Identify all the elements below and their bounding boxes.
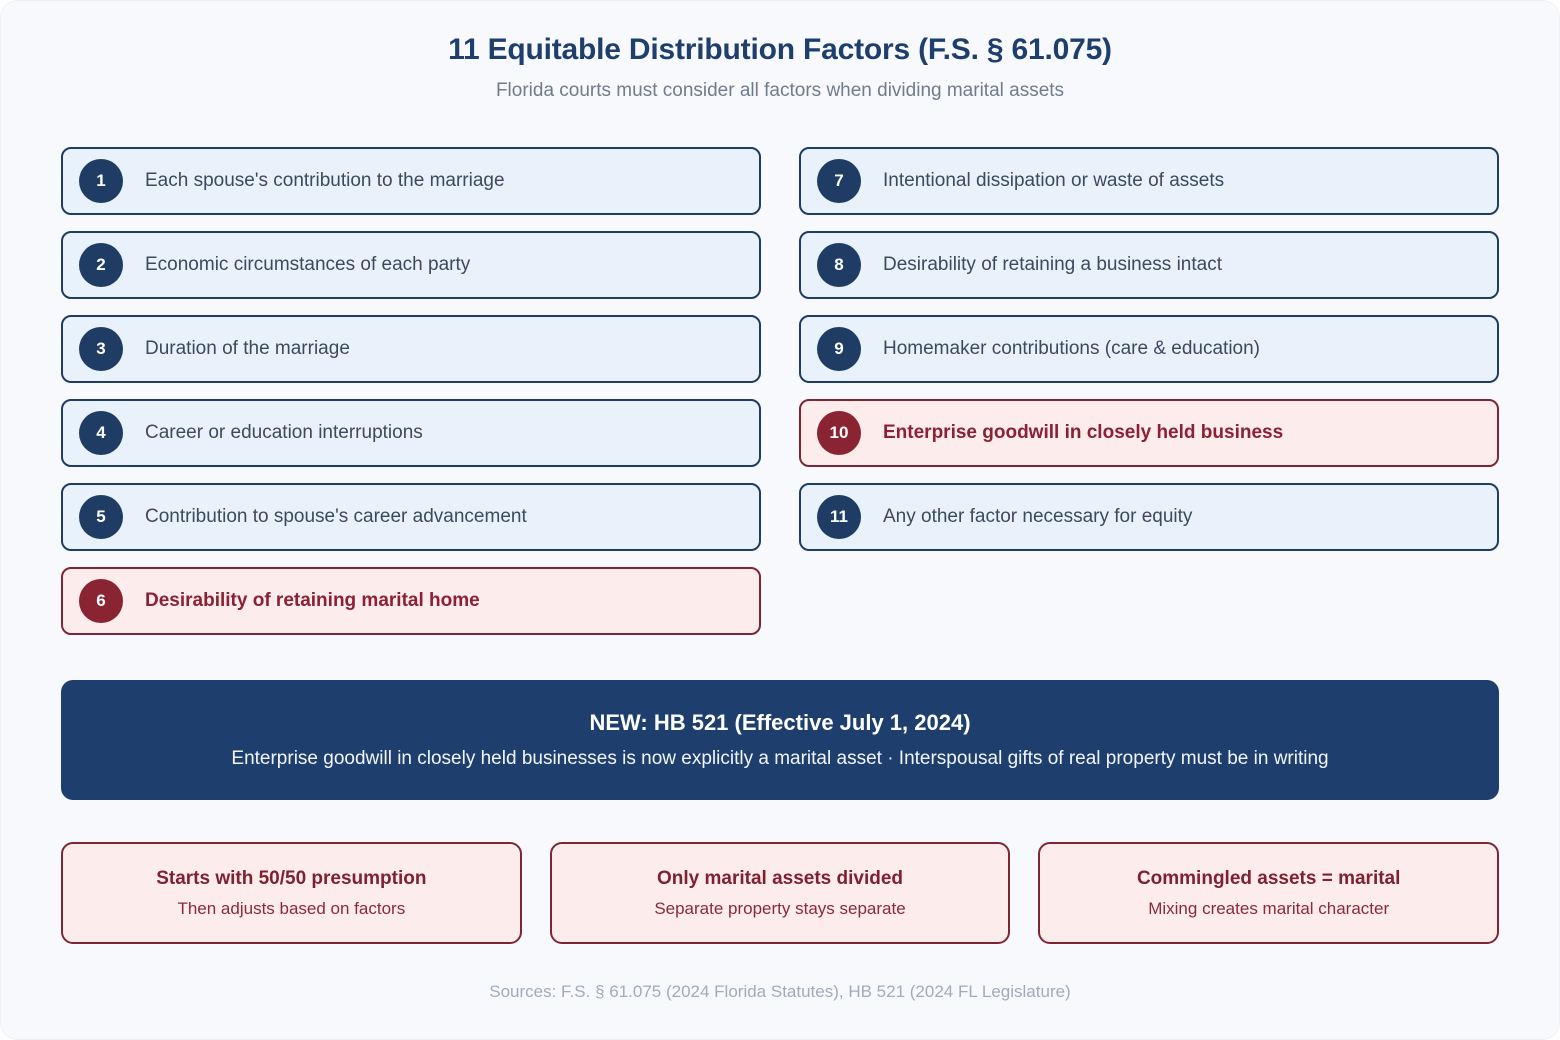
factor-number-badge: 9 (817, 327, 861, 371)
factor-item: 7 Intentional dissipation or waste of as… (799, 147, 1499, 215)
hb521-banner: NEW: HB 521 (Effective July 1, 2024) Ent… (61, 680, 1499, 800)
factor-label: Duration of the marriage (145, 338, 350, 359)
factor-item: 10 Enterprise goodwill in closely held b… (799, 399, 1499, 467)
header: 11 Equitable Distribution Factors (F.S. … (1, 1, 1559, 103)
sources-footer: Sources: F.S. § 61.075 (2024 Florida Sta… (489, 982, 1071, 1001)
principles-row: Starts with 50/50 presumption Then adjus… (61, 842, 1500, 944)
factor-label: Any other factor necessary for equity (883, 506, 1193, 527)
factor-label: Desirability of retaining marital home (145, 590, 480, 611)
factor-label: Career or education interruptions (145, 422, 423, 443)
factor-number-badge: 3 (79, 327, 123, 371)
factor-label: Economic circumstances of each party (145, 254, 471, 275)
factor-label: Contribution to spouse's career advancem… (145, 506, 527, 527)
factor-number-badge: 7 (817, 159, 861, 203)
factor-label: Desirability of retaining a business int… (883, 254, 1223, 275)
principle-card: Commingled assets = marital Mixing creat… (1038, 842, 1500, 944)
page-title: 11 Equitable Distribution Factors (F.S. … (448, 33, 1112, 66)
principle-subtitle: Then adjusts based on factors (177, 898, 406, 918)
factor-item: 1 Each spouse's contribution to the marr… (61, 147, 761, 215)
factors-column-right: 7 Intentional dissipation or waste of as… (799, 147, 1499, 635)
principle-subtitle: Separate property stays separate (654, 898, 906, 918)
banner-body: Enterprise goodwill in closely held busi… (231, 748, 1329, 769)
factor-item: 9 Homemaker contributions (care & educat… (799, 315, 1499, 383)
factor-item: 4 Career or education interruptions (61, 399, 761, 467)
factor-number-badge: 2 (79, 243, 123, 287)
principle-card: Starts with 50/50 presumption Then adjus… (61, 842, 522, 944)
page-subtitle: Florida courts must consider all factors… (495, 80, 1065, 101)
principle-title: Only marital assets divided (656, 867, 904, 889)
factor-number-badge: 8 (817, 243, 861, 287)
factor-label: Enterprise goodwill in closely held busi… (883, 422, 1284, 443)
principle-title: Starts with 50/50 presumption (156, 867, 427, 889)
factor-item: 3 Duration of the marriage (61, 315, 761, 383)
factor-number-badge: 6 (79, 579, 123, 623)
banner-title: NEW: HB 521 (Effective July 1, 2024) (589, 710, 971, 735)
factor-number-badge: 4 (79, 411, 123, 455)
factor-number-badge: 11 (817, 495, 861, 539)
factor-label: Each spouse's contribution to the marria… (145, 170, 505, 191)
principle-title: Commingled assets = marital (1136, 867, 1401, 889)
factor-number-badge: 10 (817, 411, 861, 455)
factor-number-badge: 5 (79, 495, 123, 539)
principle-card: Only marital assets divided Separate pro… (549, 842, 1011, 944)
factor-label: Intentional dissipation or waste of asse… (883, 170, 1225, 191)
factor-label: Homemaker contributions (care & educatio… (883, 338, 1261, 359)
factor-item: 2 Economic circumstances of each party (61, 231, 761, 299)
factor-number-badge: 1 (79, 159, 123, 203)
factors-column-left: 1 Each spouse's contribution to the marr… (61, 147, 761, 635)
factor-item: 8 Desirability of retaining a business i… (799, 231, 1499, 299)
factor-item: 11 Any other factor necessary for equity (799, 483, 1499, 551)
principle-subtitle: Mixing creates marital character (1148, 898, 1390, 918)
factor-item: 5 Contribution to spouse's career advanc… (61, 483, 761, 551)
factors-grid: 1 Each spouse's contribution to the marr… (61, 147, 1499, 635)
factor-item: 6 Desirability of retaining marital home (61, 567, 761, 635)
